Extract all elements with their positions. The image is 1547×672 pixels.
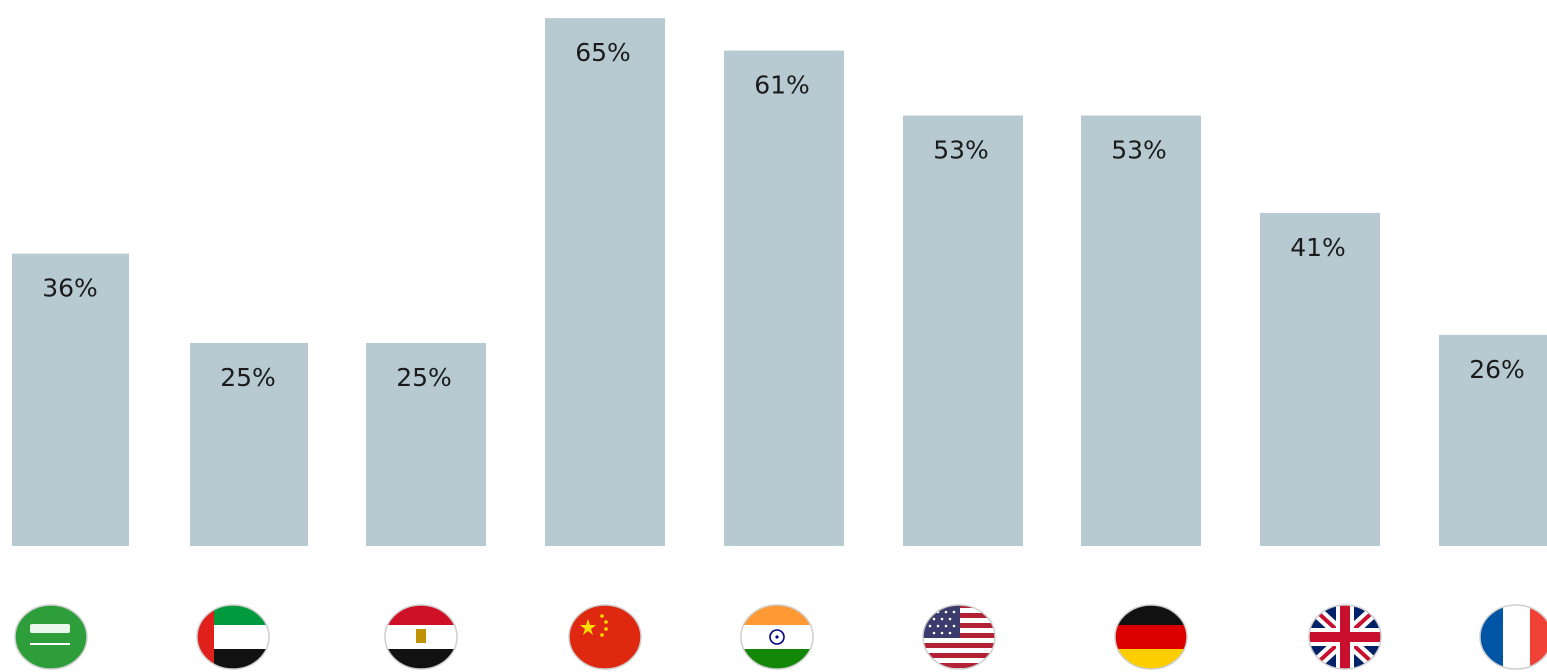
bar-value-label-6: 53% [1111, 136, 1167, 165]
bar-value-label-8: 26% [1469, 355, 1525, 384]
bar-value-label-0: 36% [42, 274, 98, 303]
bar-7 [1260, 213, 1380, 546]
bar-value-label-5: 53% [933, 136, 989, 165]
uae-flag-icon [197, 605, 269, 669]
bar-value-label-2: 25% [396, 363, 452, 392]
bar-value-label-4: 61% [754, 71, 810, 100]
bar-8 [1439, 334, 1547, 546]
bar-0 [12, 253, 129, 547]
bar-1 [190, 342, 308, 546]
bar-3 [545, 18, 665, 546]
china-flag-icon [569, 605, 641, 669]
bar-2 [366, 342, 486, 546]
bar-4 [724, 50, 844, 547]
saudi-arabia-flag-icon [15, 605, 87, 669]
india-flag-icon [741, 605, 813, 669]
bar-5 [903, 115, 1023, 547]
usa-flag-icon [923, 605, 995, 669]
france-flag-icon [1480, 605, 1547, 669]
uk-flag-icon [1309, 605, 1381, 669]
bar-value-label-3: 65% [575, 38, 631, 67]
germany-flag-icon [1115, 605, 1187, 669]
bar-value-label-1: 25% [220, 363, 276, 392]
bar-value-label-7: 41% [1290, 233, 1346, 262]
egypt-flag-icon [385, 605, 457, 669]
bar-6 [1081, 115, 1201, 547]
